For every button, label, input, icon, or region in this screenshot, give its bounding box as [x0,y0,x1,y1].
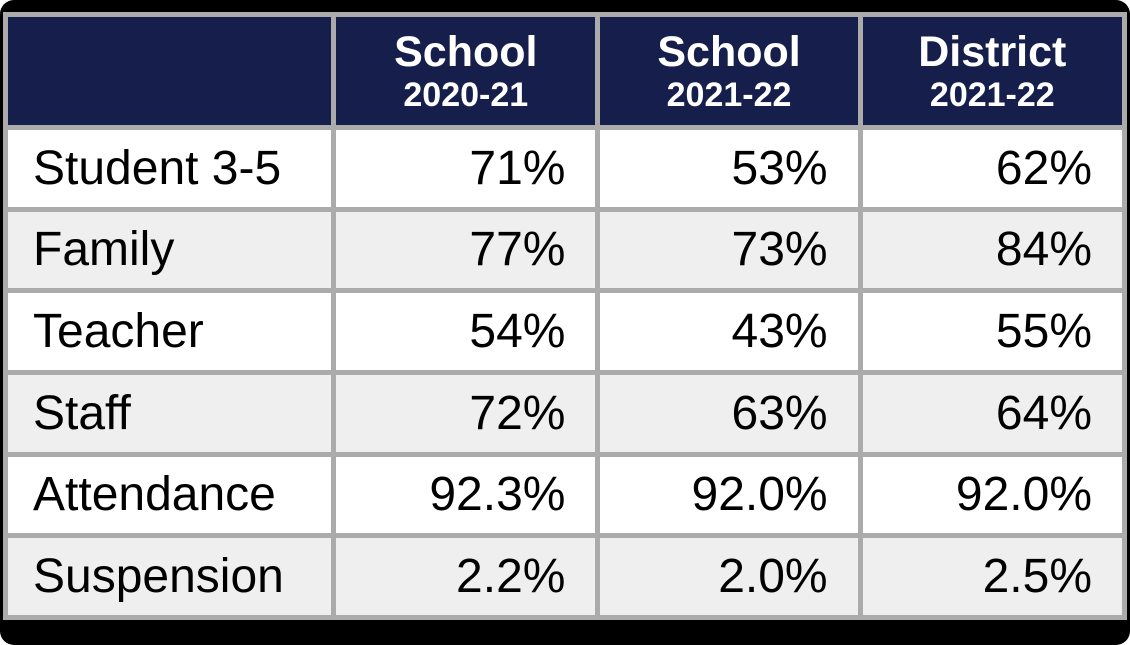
row-label: Attendance [8,456,332,534]
row-label: Staff [8,374,332,452]
column-header-school-2021-22: School 2021-22 [600,17,858,125]
table-row-student-3-5: Student 3-5 71% 53% 62% [8,130,1122,207]
column-header-school-2020-21: School 2020-21 [336,17,596,125]
cell-value: 77% [336,211,596,289]
cell-value: 64% [862,374,1122,452]
stats-table: School 2020-21 School 2021-22 District 2… [3,12,1127,620]
column-header-subtitle: 2021-22 [666,76,792,115]
column-header-subtitle: 2020-21 [403,76,529,115]
table-row-suspension: Suspension 2.2% 2.0% 2.5% [8,538,1122,615]
cell-value: 71% [336,130,596,207]
cell-value: 54% [336,293,596,370]
cell-value: 73% [600,211,858,289]
header-row: School 2020-21 School 2021-22 District 2… [8,17,1122,125]
row-label: Teacher [8,293,332,370]
column-header-subtitle: 2021-22 [929,76,1055,115]
column-header-blank [8,17,332,125]
table-row-family: Family 77% 73% 84% [8,211,1122,289]
column-header-title: School [657,27,801,76]
cell-value: 55% [862,293,1122,370]
cell-value: 2.5% [862,538,1122,615]
cell-value: 62% [862,130,1122,207]
cell-value: 84% [862,211,1122,289]
table-row-teacher: Teacher 54% 43% 55% [8,293,1122,370]
cell-value: 92.0% [600,456,858,534]
cell-value: 72% [336,374,596,452]
table-grid-background: School 2020-21 School 2021-22 District 2… [3,12,1127,620]
table-row-attendance: Attendance 92.3% 92.0% 92.0% [8,456,1122,534]
cell-value: 92.0% [862,456,1122,534]
row-label: Suspension [8,538,332,615]
table-row-staff: Staff 72% 63% 64% [8,374,1122,452]
cell-value: 2.2% [336,538,596,615]
cell-value: 63% [600,374,858,452]
cell-value: 43% [600,293,858,370]
column-header-title: School [394,27,538,76]
row-label: Family [8,211,332,289]
row-label: Student 3-5 [8,130,332,207]
column-header-title: District [918,27,1067,76]
cell-value: 53% [600,130,858,207]
column-header-district-2021-22: District 2021-22 [862,17,1122,125]
cell-value: 92.3% [336,456,596,534]
cell-value: 2.0% [600,538,858,615]
